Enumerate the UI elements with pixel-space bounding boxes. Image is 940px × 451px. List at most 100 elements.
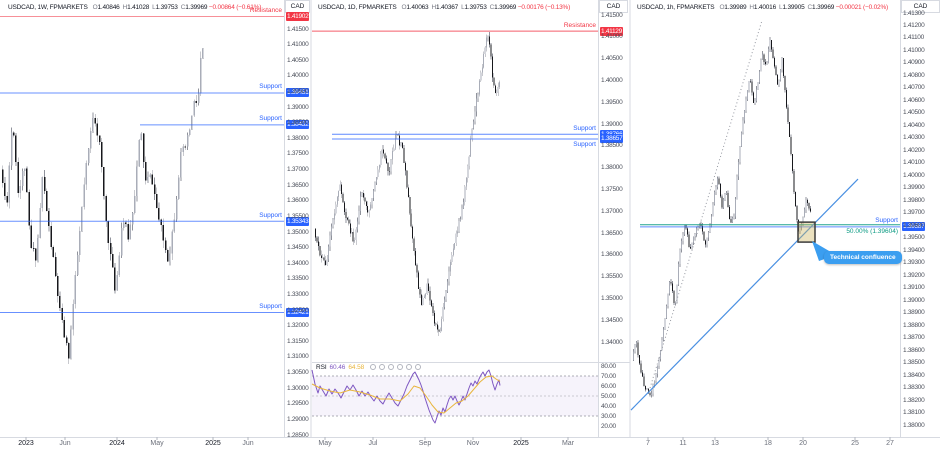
time-label[interactable]: Mar [561,440,575,447]
time-label[interactable]: Jul [368,440,378,447]
rsi-axis-tick: 50.00 [601,392,616,400]
candle-body [808,203,810,209]
time-label[interactable]: 13 [711,440,719,447]
candle-body [364,197,366,202]
time-label[interactable]: 7 [646,440,650,447]
time-label[interactable]: 2023 [18,440,34,447]
candles-weekly[interactable] [2,48,204,364]
header-part: H [431,4,436,11]
candle-body [709,226,711,233]
candle-body [57,275,59,296]
candle-body [367,205,369,213]
header-part: 1.39905 [782,4,805,11]
price-tick: 1.38000 [903,421,925,429]
candle-body [114,267,116,291]
rsi-axis-tick: 70.00 [601,372,616,380]
price-tick: 1.33500 [287,275,309,283]
candle-body [129,224,132,240]
candle-body [445,291,447,300]
confluence-box[interactable] [797,221,816,243]
candles-daily[interactable] [315,31,501,337]
time-label[interactable]: 20 [799,440,807,447]
candle-body [757,82,759,90]
price-tag: 1.38432 [286,120,310,130]
time-label[interactable]: May [150,440,164,447]
candle-body [448,271,450,282]
time-label[interactable]: 25 [851,440,859,447]
candle-body [637,342,639,356]
candle-body [120,227,123,256]
candle-body [72,304,74,330]
candle-body [352,231,354,242]
chart-header-daily[interactable]: USDCAD, 1D, FPMARKETS O1.40063 H1.40367 L1.… [318,4,570,11]
candle-body [696,228,697,235]
candle-body [83,184,85,208]
candle-body [423,296,425,298]
candle-body [76,255,79,276]
candle-body [742,120,744,133]
time-label[interactable]: 2024 [109,440,125,447]
time-label[interactable]: Nov [466,440,480,447]
rsi-status-line[interactable]: RSI 60.46 64.58 [316,364,422,371]
price-tick: 1.38600 [903,346,925,354]
time-label[interactable]: May [318,440,332,447]
levels-hourly [640,224,900,228]
time-label[interactable]: 18 [764,440,772,447]
trendline[interactable] [630,178,859,411]
candle-body [50,226,52,247]
candle-body [646,389,648,390]
time-label[interactable]: Jun [59,440,71,447]
candle-body [145,161,147,181]
header-part: USDCAD, 1h, FPMARKETS [637,4,715,11]
candle-body [386,158,388,163]
time-label[interactable]: Jun [242,440,254,447]
candle-body [30,225,33,249]
level-label-support: Support [259,303,282,311]
time-label[interactable]: 2025 [205,440,221,447]
price-tick: 1.38800 [903,321,925,329]
price-tick: 1.36000 [287,197,309,205]
candle-body [676,284,678,303]
technical-confluence-callout[interactable]: Technical confluence [824,251,902,264]
price-tick: 1.38000 [287,134,309,142]
candle-body [383,149,385,154]
candles-hourly[interactable] [633,37,811,398]
chart-header-weekly[interactable]: USDCAD, 1W, FPMARKETS O1.40846 H1.41028 L1.… [8,4,261,11]
price-tag: 1.32421 [286,308,310,318]
candle-body [118,255,121,276]
candle-body [28,192,30,226]
candle-body [151,174,154,185]
candle-body [672,283,673,292]
price-tick: 1.39300 [903,259,925,267]
candle-body [747,89,748,100]
candle-body [178,177,180,200]
candle-body [373,190,374,199]
level-label-support: Support [573,140,596,148]
candle-body [338,191,340,198]
time-label[interactable]: Sep [418,440,432,447]
time-label[interactable]: 2025 [513,440,529,447]
candle-body [316,237,318,242]
candle-body [171,231,173,254]
rsi-settings-dot [370,364,377,371]
price-tag: 1.38657 [600,134,624,144]
rsi-pane[interactable] [311,369,598,424]
candle-body [107,221,110,243]
candle-body [432,306,434,314]
time-label[interactable]: 27 [886,440,894,447]
candle-body [699,223,700,228]
time-label[interactable]: 11 [679,440,687,447]
candle-body [326,259,328,265]
chart-header-hourly[interactable]: USDCAD, 1h, FPMARKETS O1.39989 H1.40016 L1.… [637,4,888,11]
level-label-support: Support [259,211,282,219]
level-label-support: Support [259,115,282,123]
candle-body [802,217,804,225]
candle-body [438,329,440,332]
candle-body [329,235,331,247]
candle-body [673,291,675,304]
candle-body [319,245,321,256]
candle-body [703,231,705,241]
candle-body [344,202,345,212]
price-tick: 1.40800 [903,71,925,79]
